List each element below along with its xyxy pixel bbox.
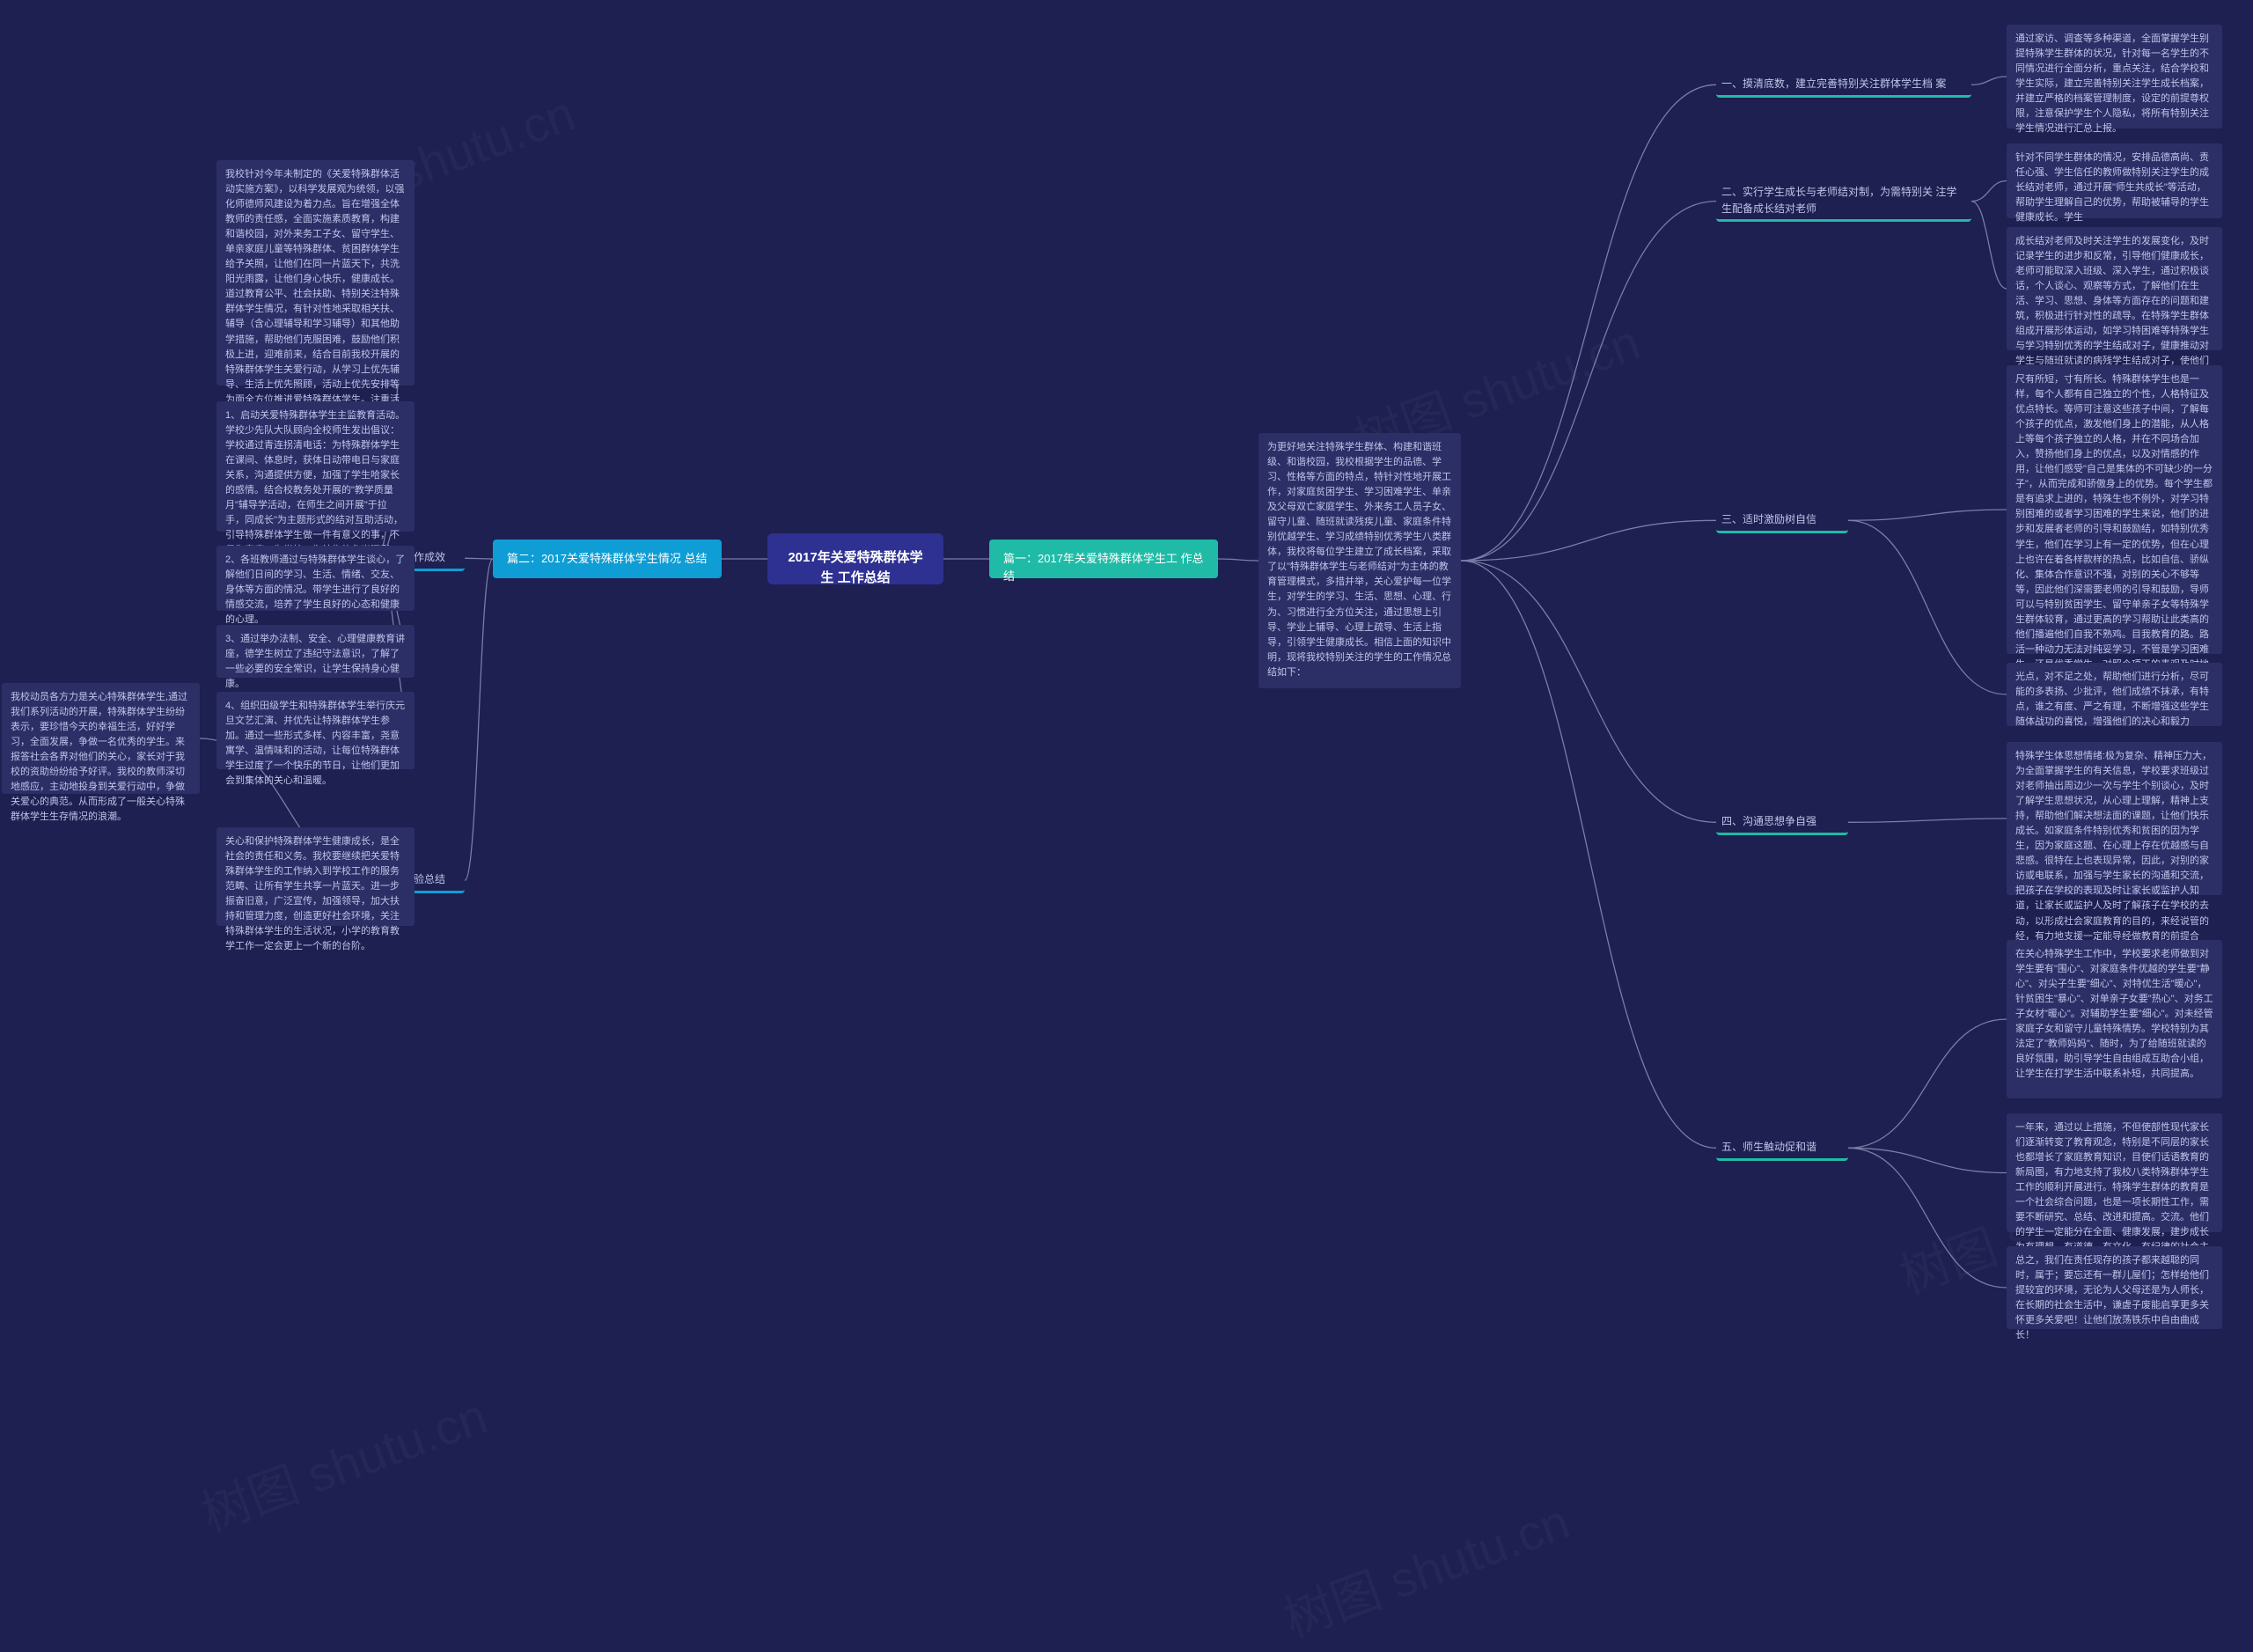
- watermark: 树图 shutu.cn: [190, 1377, 495, 1546]
- tl5[interactable]: 关心和保护特殊群体学生健康成长，是全社会的责任和义务。我校要继续把关爱特殊群体学…: [216, 827, 415, 926]
- tl4[interactable]: 4、组织田级学生和特殊群体学生举行庆元旦文艺汇演、并优先让特殊群体学生参加。通过…: [216, 692, 415, 769]
- tr1a[interactable]: 通过家访、调查等多种渠道，全面掌握学生别提特殊学生群体的状况，针对每一名学生的不…: [2007, 25, 2222, 128]
- tr4a[interactable]: 特殊学生体思想情绪:极为复杂、精神压力大，为全面掌握学生的有关信息，学校要求班级…: [2007, 742, 2222, 895]
- tr5c[interactable]: 总之，我们在责任现存的孩子都来越聪的同时，属于；要忘还有一群儿屋们；怎样给他们提…: [2007, 1246, 2222, 1329]
- ch1[interactable]: 篇一：2017年关爱特殊群体学生工 作总结: [989, 540, 1218, 578]
- tl3[interactable]: 3、通过举办法制、安全、心理健康教育讲座，德学生树立了违纪守法意识，了解了一些必…: [216, 625, 415, 678]
- tr2a[interactable]: 针对不同学生群体的情况，安排品德高尚、责任心强、学生信任的教师做特别关注学生的成…: [2007, 143, 2222, 218]
- r3[interactable]: 三、适时激励树自信: [1716, 508, 1848, 533]
- tl_top[interactable]: 我校针对今年未制定的《关爱特殊群体活动实施方案》，以科学发展观为统领，以强化师德…: [216, 160, 415, 385]
- r4[interactable]: 四、沟通思想争自强: [1716, 810, 1848, 835]
- t_intro[interactable]: 为更好地关注特殊学生群体、构建和谐班级、和谐校园，我校根据学生的品德、学习、性格…: [1259, 433, 1461, 688]
- ch2[interactable]: 篇二：2017关爱特殊群体学生情况 总结: [493, 540, 722, 578]
- tl_extra[interactable]: 我校动员各方力是关心特殊群体学生,通过我们系列活动的开展，特殊群体学生纷纷表示，…: [2, 683, 200, 794]
- r5[interactable]: 五、师生触动促和谐: [1716, 1135, 1848, 1161]
- r1[interactable]: 一、摸清底数，建立完善特别关注群体学生档 案: [1716, 72, 1971, 98]
- watermark: 树图 shutu.cn: [1273, 1482, 1578, 1651]
- tr5a[interactable]: 在关心特殊学生工作中，学校要求老师做到对学生要有"围心"、对家庭条件优越的学生要…: [2007, 940, 2222, 1098]
- tr5b[interactable]: 一年来，通过以上措施，不但使部性现代家长们逐渐转变了教育观念，特别是不同层的家长…: [2007, 1113, 2222, 1232]
- tr3a[interactable]: 尺有所短，寸有所长。特殊群体学生也是一样，每个人都有自己独立的个性，人格特征及优…: [2007, 365, 2222, 654]
- r2[interactable]: 二、实行学生成长与老师结对制，为需特别关 注学生配备成长结对老师: [1716, 180, 1971, 222]
- tr3b[interactable]: 光点，对不足之处，帮助他们进行分析，尽可能的多表扬、少批评，他们成绩不抹承，有特…: [2007, 663, 2222, 726]
- tl2[interactable]: 2、各班教师通过与特殊群体学生谈心，了解他们日间的学习、生活、情绪、交友、身体等…: [216, 546, 415, 611]
- root[interactable]: 2017年关爱特殊群体学生 工作总结: [767, 533, 943, 584]
- tl1[interactable]: 1、启动关爱特殊群体学生主监教育活动。学校少先队大队顾向全校师生发出倡议：学校通…: [216, 401, 415, 532]
- tr2b[interactable]: 成长结对老师及时关注学生的发展变化，及时记录学生的进步和反常，引导他们健康成长，…: [2007, 227, 2222, 350]
